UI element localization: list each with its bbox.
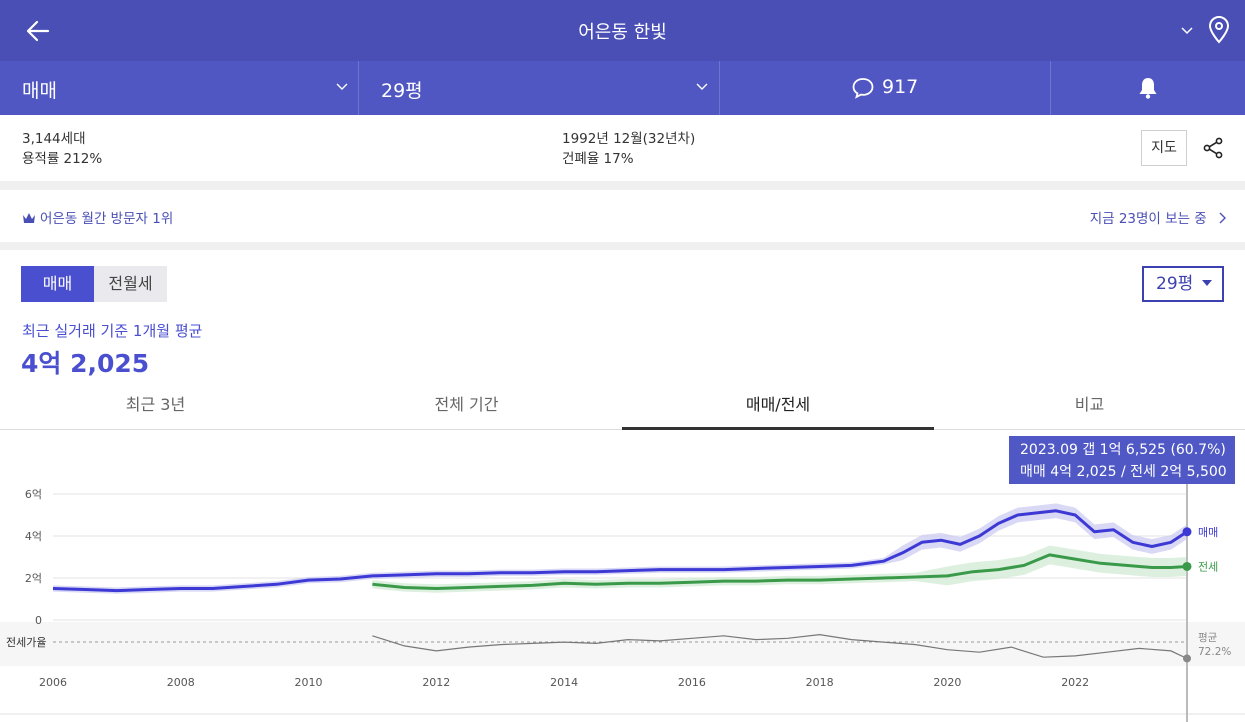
chart-tooltip: 2023.09 갭 1억 6,525 (60.7%) 매매 4억 2,025 /… [1009,436,1235,484]
price-chart[interactable]: 6억 4억 2억 0 전세가율 2006 2008 2010 2012 2014 2016 2018 2… [0,431,1245,722]
ratio-end-point [1183,654,1191,663]
average-price: 4억 2,025 [21,349,150,378]
sale-end-point [1182,527,1192,537]
toggle-rent[interactable]: 전월세 [108,274,153,293]
filter-bar: 매매 29평 917 [0,61,1245,115]
size-dropdown-value: 29평 [1156,274,1194,294]
tooltip-gap: 2023.09 갭 1억 6,525 (60.7%) [1020,442,1226,458]
bell-icon [1139,78,1157,99]
map-button[interactable]: 지도 [1141,130,1187,166]
caret-down-icon [1202,280,1212,286]
notification-button[interactable] [1051,61,1245,115]
households: 3,144세대 [22,131,86,147]
tab-recent-3y[interactable]: 최근 3년 [125,395,186,414]
x-tick-label: 2012 [422,676,450,689]
ratio-panel-bg [0,622,1245,666]
x-tick-label: 2008 [167,676,195,689]
x-tick-label: 2020 [933,676,961,689]
divider [0,242,1245,250]
jeonse-range-band [372,545,1187,593]
x-tick-label: 2014 [550,676,578,689]
ratio-average-label: 평균 [1198,632,1218,644]
x-tick-label: 2022 [1061,676,1089,689]
y-tick-label: 2억 [25,572,42,585]
deal-toggle: 매매 전월세 [21,266,167,302]
x-tick-label: 2016 [678,676,706,689]
size-dropdown[interactable]: 29평 [1142,266,1224,302]
x-tick-label: 2006 [39,676,67,689]
size-select[interactable]: 29평 [359,61,720,115]
complex-info: 3,144세대 용적률 212% 1992년 12월(32년차) 건폐율 17%… [0,115,1245,181]
location-pin-icon[interactable] [1207,16,1231,44]
comment-count: 917 [882,76,919,98]
size-label: 29평 [381,80,423,102]
x-tick-label: 2018 [806,676,834,689]
floor-area-ratio: 용적률 212% [22,151,103,167]
chevron-down-icon[interactable] [1178,22,1196,40]
comments-button[interactable]: 917 [720,61,1051,115]
tab-sale-jeonse[interactable]: 매매/전세 [622,388,934,430]
built-year: 1992년 12월(32년차) [562,131,696,147]
toggle-sale[interactable]: 매매 [21,266,94,302]
y-tick-label: 6억 [25,488,42,501]
sale-range-band [53,503,1187,594]
live-viewers-text: 지금 23명이 보는 중 [1089,211,1207,227]
ratio-axis-label: 전세가율 [6,636,46,649]
period-tabs: 최근 3년 전체 기간 매매/전세 비교 [0,388,1245,430]
deal-type-select[interactable]: 매매 [0,61,359,115]
visitor-banner: 어은동 월간 방문자 1위 지금 23명이 보는 중 [0,190,1245,242]
jeonse-ratio-line [372,633,1188,660]
back-arrow-icon[interactable] [24,17,52,45]
building-coverage: 건폐율 17% [562,151,634,167]
visitor-rank-text: 어은동 월간 방문자 1위 [40,211,174,227]
y-tick-label: 4억 [25,530,42,543]
deal-type-label: 매매 [22,80,57,102]
jeonse-end-point [1182,561,1192,571]
average-label: 최근 실거래 기준 1개월 평균 [22,322,203,340]
y-tick-label: 0 [35,614,42,627]
divider [0,181,1245,190]
sale-series-label: 매매 [1198,526,1218,539]
speech-bubble-icon [852,78,874,99]
crown-icon [23,213,35,223]
tab-compare[interactable]: 비교 [1074,395,1105,414]
x-tick-label: 2010 [295,676,323,689]
visitor-rank: 어은동 월간 방문자 1위 [22,207,173,227]
chevron-down-icon [336,83,348,90]
jeonse-price-line [372,553,1188,590]
app-header: 어은동 한빛 [0,0,1245,61]
page-title: 어은동 한빛 [578,22,667,43]
tab-all-period[interactable]: 전체 기간 [434,395,499,414]
jeonse-series-label: 전세 [1198,560,1218,573]
ratio-average-value: 72.2% [1198,646,1231,658]
sale-price-line [52,509,1188,593]
chevron-down-icon [696,83,708,90]
share-icon[interactable] [1202,137,1224,159]
tooltip-prices: 매매 4억 2,025 / 전세 2억 5,500 [1020,464,1227,480]
live-viewers-link[interactable]: 지금 23명이 보는 중 [1090,207,1227,227]
chevron-right-icon [1219,212,1226,224]
